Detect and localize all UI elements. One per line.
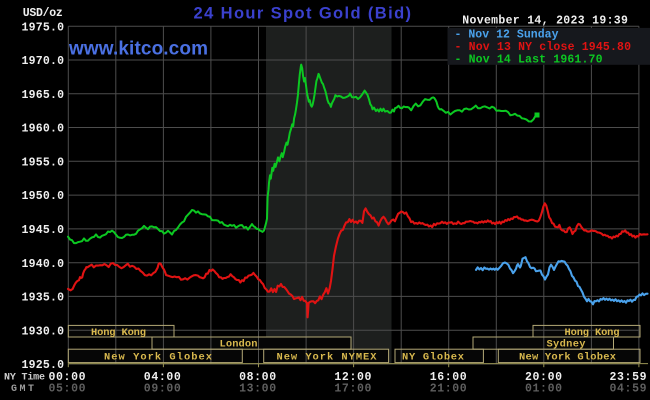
svg-text:16:00: 16:00 [430,371,467,384]
svg-text:- Nov 12 Sunday: - Nov 12 Sunday [455,29,559,42]
svg-text:1945.0: 1945.0 [22,224,65,237]
svg-text:05:00: 05:00 [49,383,86,396]
svg-text:Hong Kong: Hong Kong [565,327,620,339]
svg-text:NY Time: NY Time [4,372,45,384]
svg-text:1925.0: 1925.0 [22,359,65,372]
svg-text:London: London [220,339,258,351]
svg-text:November 14, 2023 19:39: November 14, 2023 19:39 [462,15,628,28]
svg-text:00:00: 00:00 [49,371,86,384]
svg-text:New York Globex: New York Globex [104,352,212,364]
svg-text:- Nov 13 NY close 1945.80: - Nov 13 NY close 1945.80 [455,41,632,54]
svg-text:1975.0: 1975.0 [22,21,65,34]
svg-text:1950.0: 1950.0 [22,190,65,203]
svg-text:Sydney: Sydney [547,339,587,351]
svg-text:1955.0: 1955.0 [22,156,65,169]
svg-text:1965.0: 1965.0 [22,89,65,102]
svg-text:New York Globex: New York Globex [519,352,616,364]
svg-text:GMT: GMT [11,384,34,395]
svg-text:24 Hour Spot Gold (Bid): 24 Hour Spot Gold (Bid) [194,5,412,23]
svg-text:www.kitco.com: www.kitco.com [68,38,208,59]
svg-text:23:59: 23:59 [610,371,647,384]
svg-text:01:00: 01:00 [525,383,562,396]
svg-text:- Nov 14 Last 1961.70: - Nov 14 Last 1961.70 [455,54,603,67]
svg-text:13:00: 13:00 [239,383,276,396]
svg-text:1970.0: 1970.0 [22,55,65,68]
svg-text:1935.0: 1935.0 [22,292,65,305]
svg-text:USD/oz: USD/oz [23,7,63,20]
svg-text:1930.0: 1930.0 [22,325,65,338]
svg-text:NY Globex: NY Globex [402,352,464,364]
svg-text:04:00: 04:00 [144,371,181,384]
svg-text:09:00: 09:00 [144,383,181,396]
svg-text:12:00: 12:00 [334,371,371,384]
svg-text:21:00: 21:00 [430,383,467,396]
svg-text:Hong Kong: Hong Kong [91,327,146,339]
svg-text:04:59: 04:59 [610,383,647,396]
svg-text:20:00: 20:00 [525,371,562,384]
svg-text:08:00: 08:00 [239,371,276,384]
svg-text:1940.0: 1940.0 [22,258,65,271]
svg-text:New York NYMEX: New York NYMEX [277,352,378,364]
svg-text:1960.0: 1960.0 [22,123,65,136]
svg-text:17:00: 17:00 [334,383,371,396]
